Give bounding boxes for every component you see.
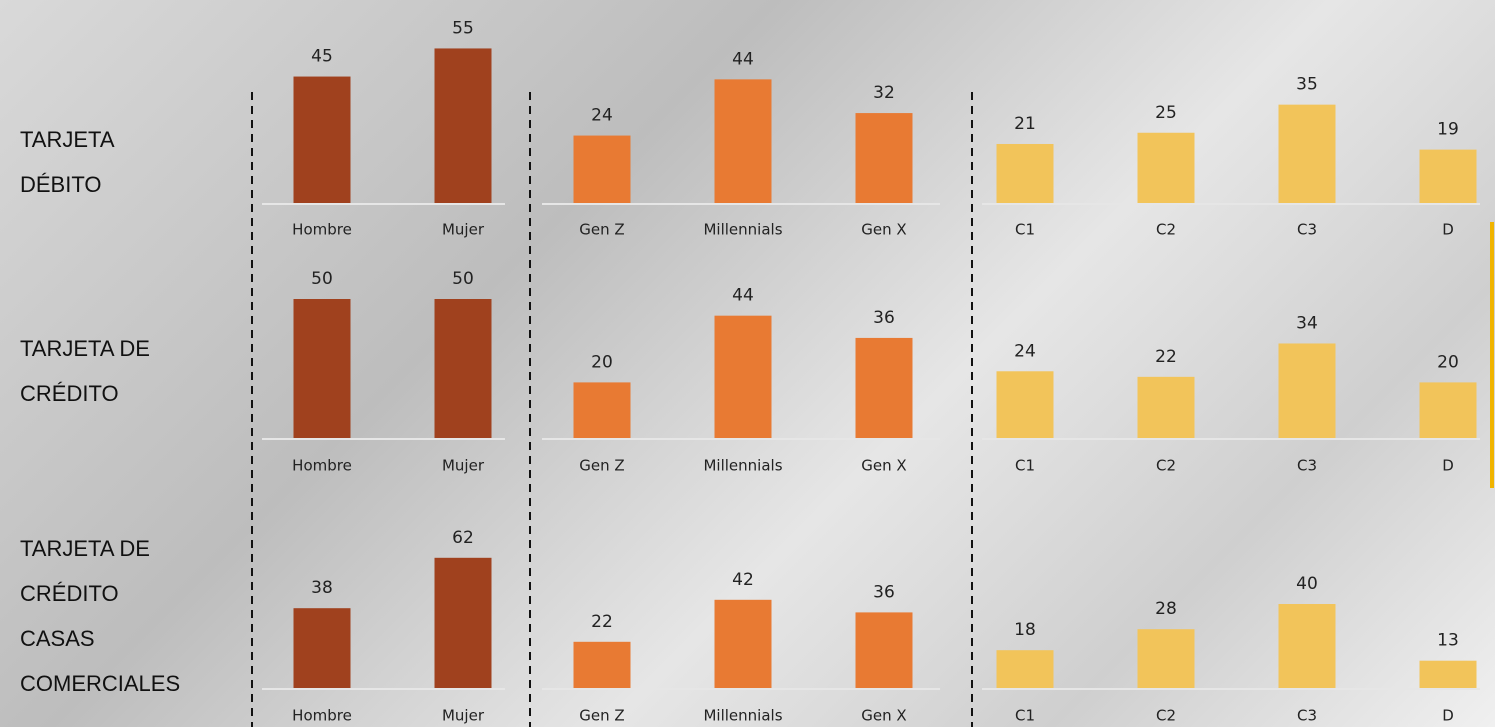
bar bbox=[1279, 105, 1336, 203]
bar bbox=[997, 144, 1054, 203]
value-label: 36 bbox=[873, 582, 895, 602]
category-label: C3 bbox=[1297, 457, 1317, 475]
category-label: Gen Z bbox=[579, 457, 624, 475]
bar bbox=[856, 338, 913, 438]
category-label: Gen Z bbox=[579, 707, 624, 725]
row-label: COMERCIALES bbox=[20, 671, 180, 696]
value-label: 25 bbox=[1155, 103, 1177, 123]
value-label: 32 bbox=[873, 83, 895, 103]
value-label: 62 bbox=[452, 528, 474, 548]
bar bbox=[1279, 343, 1336, 438]
bar bbox=[574, 136, 631, 203]
category-label: C2 bbox=[1156, 221, 1176, 239]
bar bbox=[1138, 133, 1195, 203]
bar bbox=[715, 316, 772, 438]
infographic: TARJETA DÉBITO TARJETA DE CRÉDITO TARJETA DE… bbox=[0, 0, 1495, 727]
bar bbox=[294, 77, 351, 203]
value-label: 50 bbox=[452, 269, 474, 289]
value-label: 38 bbox=[311, 578, 333, 598]
bar bbox=[856, 612, 913, 688]
value-label: 34 bbox=[1296, 313, 1318, 333]
row-label: TARJETA DE bbox=[20, 536, 150, 561]
category-label: Hombre bbox=[292, 707, 352, 725]
value-label: 36 bbox=[873, 308, 895, 328]
bar bbox=[1420, 661, 1477, 688]
bar bbox=[574, 382, 631, 438]
category-label: C1 bbox=[1015, 707, 1035, 725]
bar bbox=[1138, 629, 1195, 688]
category-label: Millennials bbox=[703, 707, 782, 725]
category-label: Mujer bbox=[442, 457, 485, 475]
bar bbox=[1138, 377, 1195, 438]
value-label: 42 bbox=[732, 570, 754, 590]
bar bbox=[715, 600, 772, 688]
bar bbox=[856, 113, 913, 203]
value-label: 40 bbox=[1296, 574, 1318, 594]
category-label: C3 bbox=[1297, 221, 1317, 239]
bar bbox=[294, 299, 351, 438]
category-label: Hombre bbox=[292, 457, 352, 475]
row-label: CRÉDITO bbox=[20, 581, 119, 606]
value-label: 22 bbox=[1155, 347, 1177, 367]
value-label: 44 bbox=[732, 49, 754, 69]
bar bbox=[715, 79, 772, 203]
bar bbox=[294, 608, 351, 688]
category-label: D bbox=[1442, 457, 1454, 475]
value-label: 55 bbox=[452, 18, 474, 38]
category-label: C2 bbox=[1156, 457, 1176, 475]
bar bbox=[435, 299, 492, 438]
category-label: C1 bbox=[1015, 221, 1035, 239]
value-label: 20 bbox=[591, 352, 613, 372]
category-label: Millennials bbox=[703, 221, 782, 239]
category-label: Hombre bbox=[292, 221, 352, 239]
category-label: D bbox=[1442, 707, 1454, 725]
category-label: Gen X bbox=[861, 221, 906, 239]
value-label: 28 bbox=[1155, 599, 1177, 619]
value-label: 20 bbox=[1437, 352, 1459, 372]
category-label: Gen X bbox=[861, 707, 906, 725]
value-label: 19 bbox=[1437, 120, 1459, 140]
value-label: 35 bbox=[1296, 75, 1318, 95]
value-label: 24 bbox=[1014, 341, 1036, 361]
bar bbox=[1420, 382, 1477, 438]
bar bbox=[435, 558, 492, 688]
chart: TARJETA DÉBITO TARJETA DE CRÉDITO TARJETA DE… bbox=[0, 0, 1495, 727]
category-label: Millennials bbox=[703, 457, 782, 475]
bar bbox=[997, 371, 1054, 438]
category-label: Gen X bbox=[861, 457, 906, 475]
value-label: 13 bbox=[1437, 631, 1459, 651]
category-label: Gen Z bbox=[579, 221, 624, 239]
bar bbox=[1279, 604, 1336, 688]
row-label: CASAS bbox=[20, 626, 95, 651]
row-label: DÉBITO bbox=[20, 172, 102, 197]
value-label: 18 bbox=[1014, 620, 1036, 640]
value-label: 21 bbox=[1014, 114, 1036, 134]
category-label: C1 bbox=[1015, 457, 1035, 475]
bar bbox=[1420, 150, 1477, 203]
value-label: 50 bbox=[311, 269, 333, 289]
row-label: CRÉDITO bbox=[20, 381, 119, 406]
value-label: 24 bbox=[591, 106, 613, 126]
bar bbox=[435, 48, 492, 203]
row-label: TARJETA DE bbox=[20, 336, 150, 361]
value-label: 45 bbox=[311, 47, 333, 67]
value-label: 22 bbox=[591, 612, 613, 632]
value-label: 44 bbox=[732, 286, 754, 306]
bar bbox=[574, 642, 631, 688]
category-label: C2 bbox=[1156, 707, 1176, 725]
category-label: D bbox=[1442, 221, 1454, 239]
category-label: C3 bbox=[1297, 707, 1317, 725]
category-label: Mujer bbox=[442, 221, 485, 239]
row-label: TARJETA bbox=[20, 127, 115, 152]
bar bbox=[997, 650, 1054, 688]
category-label: Mujer bbox=[442, 707, 485, 725]
